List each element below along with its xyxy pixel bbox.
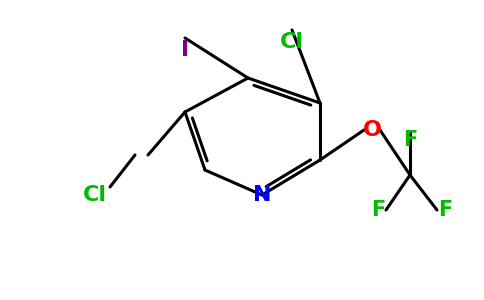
Text: N: N	[253, 185, 271, 205]
Text: I: I	[181, 40, 189, 60]
Text: F: F	[371, 200, 385, 220]
Text: F: F	[403, 130, 417, 150]
Text: Cl: Cl	[83, 185, 107, 205]
Text: F: F	[438, 200, 452, 220]
Text: Cl: Cl	[280, 32, 304, 52]
Text: O: O	[363, 120, 381, 140]
